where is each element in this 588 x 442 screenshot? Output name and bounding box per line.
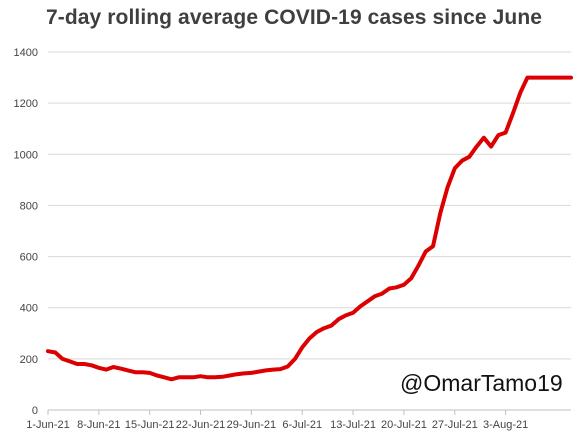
x-axis (47, 409, 571, 415)
watermark-handle: @OmarTamo19 (400, 370, 563, 396)
y-tick-label: 200 (20, 354, 38, 366)
x-tick-label: 15-Jun-21 (125, 419, 175, 431)
y-tick-label: 1000 (14, 149, 38, 161)
y-tick-label: 0 (32, 405, 38, 417)
x-tick-label: 27-Jul-21 (432, 419, 478, 431)
x-tick-label: 29-Jun-21 (227, 419, 277, 431)
series-line (46, 75, 573, 382)
y-axis-tick-labels: 0 200 400 600 800 1000 1200 1400 (14, 47, 38, 417)
y-tick-label: 1200 (14, 98, 38, 110)
x-tick-label: 22-Jun-21 (176, 419, 226, 431)
x-tick-label: 13-Jul-21 (330, 419, 376, 431)
chart-title: 7-day rolling average COVID-19 cases sin… (45, 6, 543, 29)
x-tick-label: 6-Jul-21 (282, 419, 322, 431)
x-tick-label: 3-Aug-21 (483, 419, 528, 431)
y-tick-label: 1400 (14, 47, 38, 59)
x-tick-label: 1-Jun-21 (26, 419, 69, 431)
series-layer (46, 75, 573, 382)
x-axis-tick-labels: 1-Jun-21 8-Jun-21 15-Jun-21 22-Jun-21 29-Jun… (26, 419, 528, 431)
x-tick-label: 20-Jul-21 (381, 419, 427, 431)
y-tick-label: 400 (20, 303, 38, 315)
y-tick-label: 600 (20, 252, 38, 264)
x-tick-label: 8-Jun-21 (77, 419, 120, 431)
y-tick-label: 800 (20, 200, 38, 212)
gridlines (48, 51, 571, 360)
